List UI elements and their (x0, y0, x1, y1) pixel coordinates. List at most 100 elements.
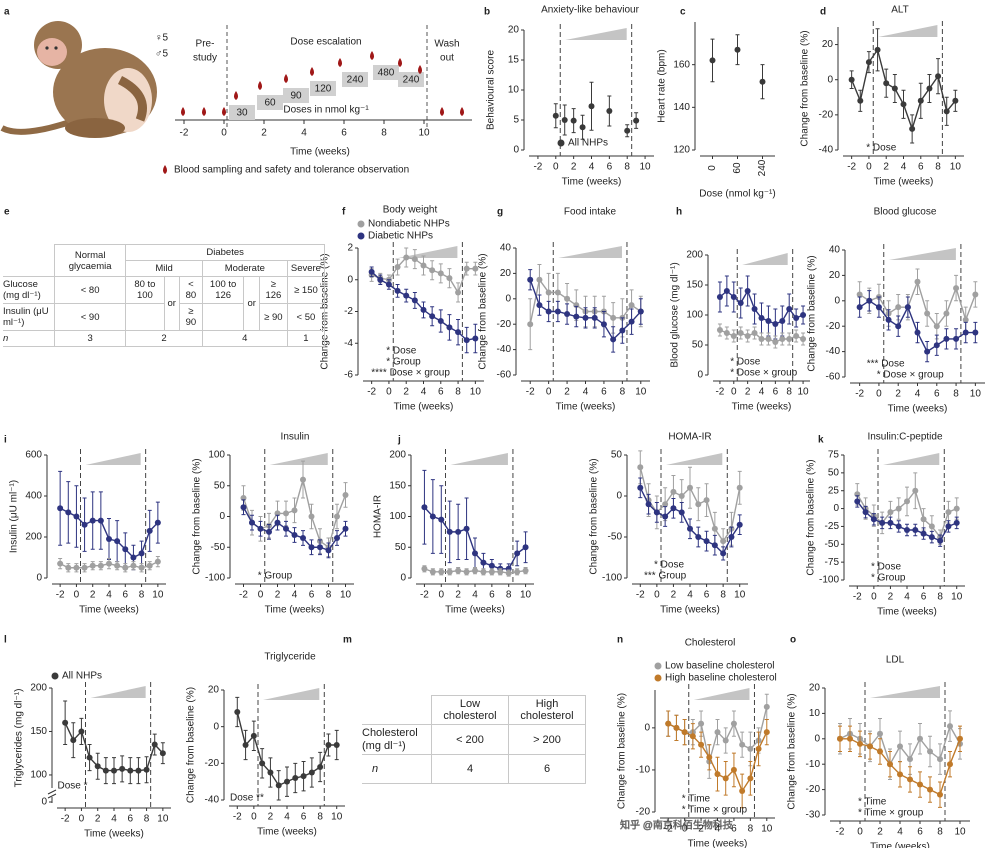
criteria-table: Normal glycaemia Diabetes Mild Moderate … (3, 244, 326, 347)
data-point (291, 531, 298, 538)
x-tick-label: 2 (95, 814, 101, 825)
data-point (334, 535, 340, 542)
data-point (714, 729, 721, 736)
y-tick-label: -2 (344, 306, 353, 317)
annotation: * Group (386, 357, 421, 368)
y-tick-label: 50 (611, 450, 623, 461)
data-point (429, 513, 436, 520)
y-axis-label: HOMA-IR (373, 495, 384, 538)
dose-wedge (666, 453, 723, 465)
data-point (747, 745, 754, 752)
x-tick-label: 2 (671, 590, 677, 601)
dose-wedge (878, 25, 938, 37)
data-point (720, 550, 727, 557)
data-point (786, 306, 793, 312)
table-cell: < 50 (286, 303, 326, 331)
data-point (637, 308, 644, 315)
data-point (706, 754, 713, 761)
data-point (159, 750, 166, 757)
x-tick-label: 8 (381, 128, 387, 139)
data-point (497, 568, 504, 575)
legend-text: Low baseline cholesterol (665, 661, 775, 672)
blood-drop-icon (398, 58, 402, 67)
y-tick-label: -50 (211, 542, 226, 553)
data-point (714, 771, 721, 778)
data-point (904, 527, 910, 533)
row-label: n (362, 754, 432, 784)
data-point (317, 544, 323, 551)
y-tick-label: 0 (833, 503, 839, 514)
data-point (342, 491, 349, 498)
y-axis-label: Change from baseline (%) (589, 458, 600, 574)
data-point (394, 264, 401, 271)
y-tick-label: 50 (214, 480, 226, 491)
x-tick-label: 8 (144, 814, 150, 825)
data-point (912, 487, 919, 494)
y-tick-label: 200 (25, 532, 42, 543)
x-axis-label: Time (weeks) (265, 605, 325, 616)
blood-drop-icon (440, 107, 444, 116)
table-cell: 6 (508, 754, 586, 784)
data-point (662, 513, 669, 520)
data-point (895, 505, 902, 512)
table-header: Mild (125, 260, 203, 277)
data-point (114, 538, 121, 545)
table-cell: ≥ 90 (178, 303, 203, 331)
x-tick-label: 4 (301, 128, 307, 139)
data-point (463, 525, 470, 532)
y-tick-label: -20 (636, 807, 651, 818)
data-point (759, 78, 766, 85)
blood-drop-icon (163, 165, 167, 174)
annotation: **** Dose × group (371, 368, 450, 379)
table-cell: 3 (53, 330, 127, 347)
x-tick-label: 8 (624, 162, 630, 173)
x-tick-label: 8 (326, 590, 332, 601)
y-tick-label: 0 (213, 721, 219, 732)
x-tick-label: 4 (284, 812, 290, 823)
data-point (308, 513, 315, 520)
panel-label: j (397, 435, 401, 446)
x-axis-label: Time (weeks) (79, 605, 139, 616)
x-tick-label: 10 (152, 590, 164, 601)
x-tick-label: -2 (664, 824, 673, 835)
x-tick-label: 6 (607, 162, 613, 173)
dose-box (398, 72, 424, 87)
y-axis-label: Change from baseline (%) (800, 30, 811, 146)
data-point (81, 564, 88, 571)
data-point (119, 765, 126, 772)
y-tick-label: -20 (205, 758, 220, 769)
data-point (687, 484, 693, 491)
annotation: * Dose × group (730, 368, 797, 379)
x-tick-label: 6 (489, 590, 495, 601)
x-tick-label: 4 (897, 827, 903, 838)
dose-wedge (693, 688, 750, 700)
x-axis-label: Time (weeks) (732, 402, 792, 413)
x-tick-label: 10 (734, 590, 746, 601)
panel-label: g (497, 207, 503, 218)
legend-text: All NHPs (62, 671, 102, 682)
annotation: * Time × group (682, 805, 748, 816)
chart-title: Food intake (564, 207, 617, 218)
data-point (800, 312, 807, 318)
panel-label: m (343, 635, 352, 646)
data-point (695, 501, 702, 508)
y-tick-label: 5 (513, 115, 519, 126)
x-tick-label: 2 (745, 387, 751, 398)
y-tick-label: -20 (806, 784, 821, 795)
x-tick-label: 2 (455, 590, 461, 601)
y-tick-label: 100 (30, 770, 47, 781)
y-tick-label: -20 (819, 109, 834, 120)
x-tick-label: 6 (341, 128, 347, 139)
data-point (736, 521, 743, 528)
data-point (437, 270, 444, 277)
table-row: Low cholesterol High cholesterol (362, 695, 586, 725)
blood-drop-icon (181, 107, 185, 116)
x-tick-label: 0 (221, 128, 227, 139)
x-tick-label: 10 (157, 814, 169, 825)
y-tick-label: 50 (828, 467, 840, 478)
data-point (678, 493, 685, 499)
data-point (927, 748, 933, 755)
data-point (291, 507, 298, 514)
data-point (73, 513, 80, 520)
